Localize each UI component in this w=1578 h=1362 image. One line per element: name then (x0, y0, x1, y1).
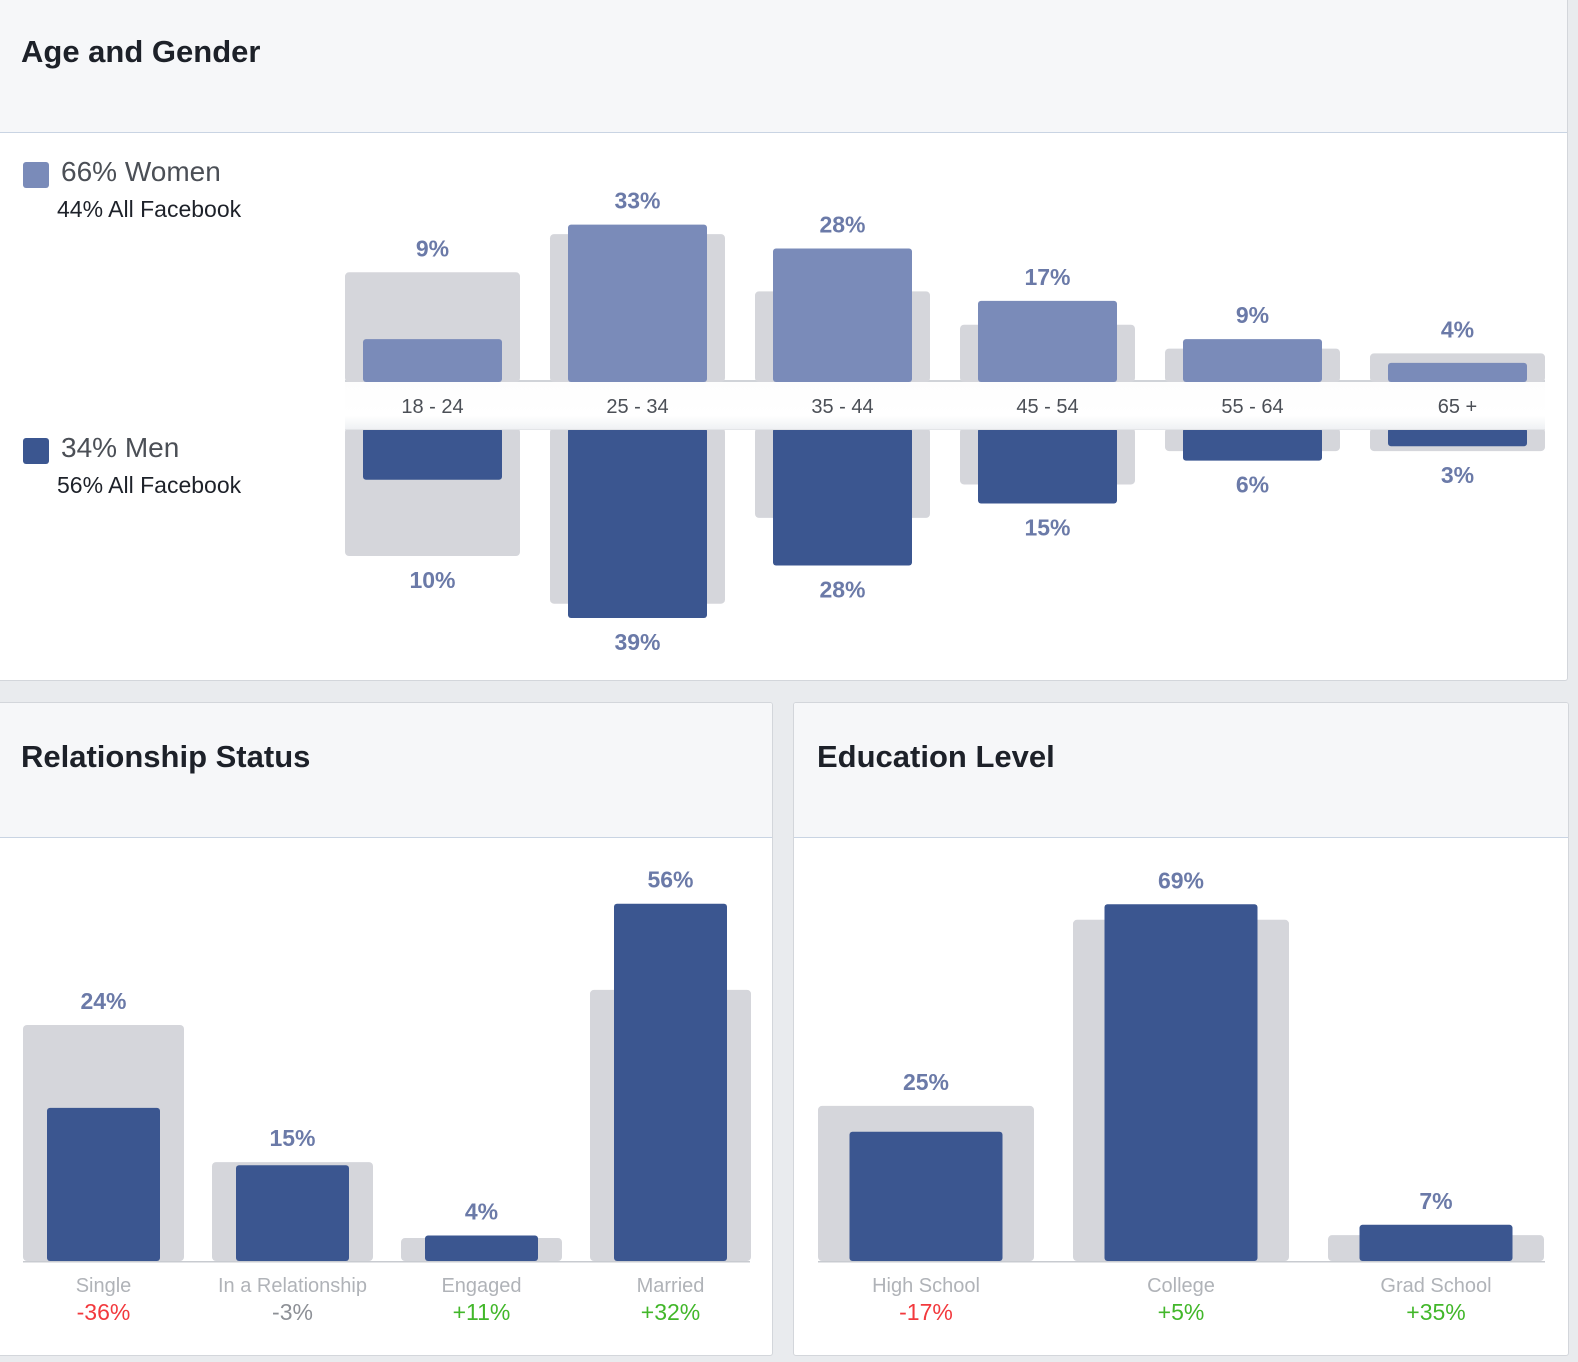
age-tick-25-34: 25 - 34 (606, 396, 668, 418)
women-legend-sub: 44% All Facebook (57, 196, 242, 222)
age-women-label-65: 4% (1441, 316, 1474, 342)
rel-bar-single (47, 1107, 160, 1261)
edu-tick-high-school: High School (872, 1275, 980, 1297)
age-women-bar-25-34 (568, 224, 707, 382)
age-tick-45-54: 45 - 54 (1016, 396, 1078, 418)
rel-diff-married: +32% (641, 1299, 700, 1325)
rel-tick-in-a-relationship: In a Relationship (218, 1275, 367, 1297)
age-men-bar-35-44 (773, 428, 912, 566)
age-women-bar-55-64 (1183, 339, 1322, 382)
rel-axis-line (23, 1261, 750, 1263)
age-gender-chart: 9% 10% 33% 39% 28% 28% 17% 15% 9% 6% 4% 3% 18 - 24 25… (345, 188, 1545, 655)
age-tick-35-44: 35 - 44 (811, 396, 873, 418)
age-tick-55-64: 55 - 64 (1221, 396, 1283, 418)
rel-diff-single: -36% (77, 1299, 131, 1325)
edu-tick-college: College (1147, 1275, 1215, 1297)
age-tick-65: 65 + (1438, 396, 1477, 418)
rel-value-married: 56% (647, 867, 693, 893)
rel-tick-single: Single (76, 1275, 132, 1297)
age-women-bar-35-44 (773, 248, 912, 382)
edu-bar-college (1104, 904, 1258, 1261)
age-women-label-25-34: 33% (614, 188, 660, 214)
age-women-bar-18-24 (363, 339, 502, 382)
age-gender-panel: Age and Gender 66% Women 44% All Faceboo… (0, 0, 1568, 681)
rel-value-in-a-relationship: 15% (269, 1125, 315, 1151)
age-men-bar-65 (1388, 428, 1527, 447)
women-swatch (23, 162, 49, 188)
rel-diff-in-a-relationship: -3% (272, 1299, 313, 1325)
relationship-panel: Relationship Status 24% Single -36% 15% In a… (0, 702, 773, 1356)
rel-tick-married: Married (637, 1275, 705, 1297)
edu-tick-grad-school: Grad School (1380, 1275, 1491, 1297)
edu-value-college: 69% (1158, 867, 1204, 893)
edu-diff-college: +5% (1158, 1299, 1205, 1325)
edu-bar-high-school (849, 1131, 1003, 1261)
relationship-chart: 24% Single-36% 15% In a Relationship-3% 4% En… (23, 867, 751, 1325)
education-title: Education Level (817, 739, 1055, 774)
age-women-label-55-64: 9% (1236, 302, 1269, 328)
rel-bar-engaged (425, 1235, 538, 1261)
age-gender-title: Age and Gender (21, 34, 261, 69)
age-men-bar-45-54 (978, 428, 1117, 504)
men-legend-label: 34% Men (61, 432, 180, 463)
rel-bar-in-a-relationship (236, 1165, 349, 1261)
age-men-label-55-64: 6% (1236, 472, 1269, 498)
age-men-label-25-34: 39% (614, 629, 660, 655)
men-swatch (23, 438, 49, 464)
age-category-band (345, 382, 1545, 430)
age-axis-line-top (345, 380, 1545, 382)
men-legend-sub: 56% All Facebook (57, 472, 242, 498)
age-men-label-65: 3% (1441, 462, 1474, 488)
age-tick-18-24: 18 - 24 (401, 396, 463, 418)
rel-bar-married (614, 903, 727, 1261)
age-men-label-45-54: 15% (1024, 515, 1070, 541)
relationship-title: Relationship Status (21, 739, 311, 774)
edu-value-high-school: 25% (903, 1069, 949, 1095)
education-chart: 25% High School-17% 69% College+5% 7% Grad Sc… (818, 867, 1545, 1325)
age-women-bar-65 (1388, 362, 1527, 382)
edu-diff-grad-school: +35% (1406, 1299, 1465, 1325)
age-women-label-35-44: 28% (819, 211, 865, 237)
age-men-bar-55-64 (1183, 428, 1322, 461)
women-legend-label: 66% Women (61, 156, 221, 187)
rel-value-engaged: 4% (465, 1198, 498, 1224)
education-header: Education Level (794, 703, 1568, 838)
rel-value-single: 24% (80, 988, 126, 1014)
rel-tick-engaged: Engaged (441, 1275, 521, 1297)
age-women-label-18-24: 9% (416, 235, 449, 261)
age-axis-line-bottom (345, 429, 1545, 430)
age-men-label-35-44: 28% (819, 577, 865, 603)
rel-diff-engaged: +11% (453, 1299, 511, 1325)
edu-value-grad-school: 7% (1419, 1188, 1452, 1214)
age-women-bar-45-54 (978, 300, 1117, 382)
age-men-bar-25-34 (568, 428, 707, 619)
age-men-label-18-24: 10% (409, 567, 455, 593)
age-gender-header: Age and Gender (0, 0, 1567, 133)
edu-bar-grad-school (1359, 1224, 1513, 1261)
edu-axis-line (818, 1261, 1545, 1263)
edu-diff-high-school: -17% (899, 1299, 953, 1325)
education-panel: Education Level 25% High School -17% 69% Col… (793, 702, 1569, 1356)
age-women-label-45-54: 17% (1024, 264, 1070, 290)
age-men-bar-18-24 (363, 428, 502, 480)
relationship-header: Relationship Status (0, 703, 772, 838)
